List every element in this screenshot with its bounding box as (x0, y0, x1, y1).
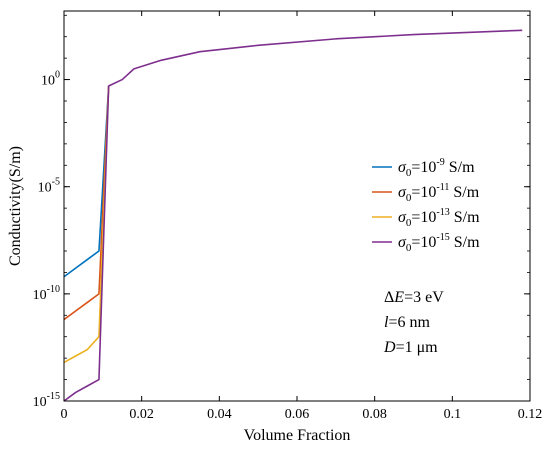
series-line-1 (63, 85, 110, 278)
legend-label-4: σ0=10-15 S/m (398, 232, 480, 254)
x-tick-label: 0.12 (518, 407, 543, 422)
legend: σ0=10-9 S/m σ0=10-11 S/m σ0=10-13 S/m σ0=10… (372, 157, 480, 254)
legend-label-1: σ0=10-9 S/m (398, 157, 475, 179)
y-tick-label: 100 (41, 70, 60, 89)
series-line-4 (63, 29, 523, 402)
y-tick-label: 10-10 (33, 284, 60, 303)
x-axis-label: Volume Fraction (244, 427, 351, 444)
series-lines (63, 29, 523, 402)
parameter-annotations: ΔE=3 eV l=6 nm D=1 μm (383, 289, 444, 356)
y-axis: 100 10-5 10-10 10-15 (33, 14, 530, 410)
x-tick-label: 0.1 (444, 407, 462, 422)
series-line-3 (63, 85, 110, 364)
x-tick-label: 0.04 (207, 407, 232, 422)
x-tick-label: 0.06 (285, 407, 310, 422)
x-tick-label: 0 (61, 407, 68, 422)
y-tick-label: 10-5 (38, 177, 60, 196)
x-axis: 0 0.02 0.04 0.06 0.08 0.1 0.12 (61, 11, 543, 422)
annotation-2: l=6 nm (384, 314, 430, 331)
series-line-2 (63, 85, 110, 321)
x-tick-label: 0.08 (362, 407, 387, 422)
x-tick-label: 0.02 (129, 407, 154, 422)
annotation-3: D=1 μm (383, 339, 438, 356)
legend-label-3: σ0=10-13 S/m (398, 207, 480, 229)
y-tick-label: 10-15 (33, 391, 60, 410)
annotation-1: ΔE=3 eV (384, 289, 444, 306)
y-axis-label: Conductivity(S/m) (7, 146, 24, 266)
legend-label-2: σ0=10-11 S/m (398, 182, 480, 204)
